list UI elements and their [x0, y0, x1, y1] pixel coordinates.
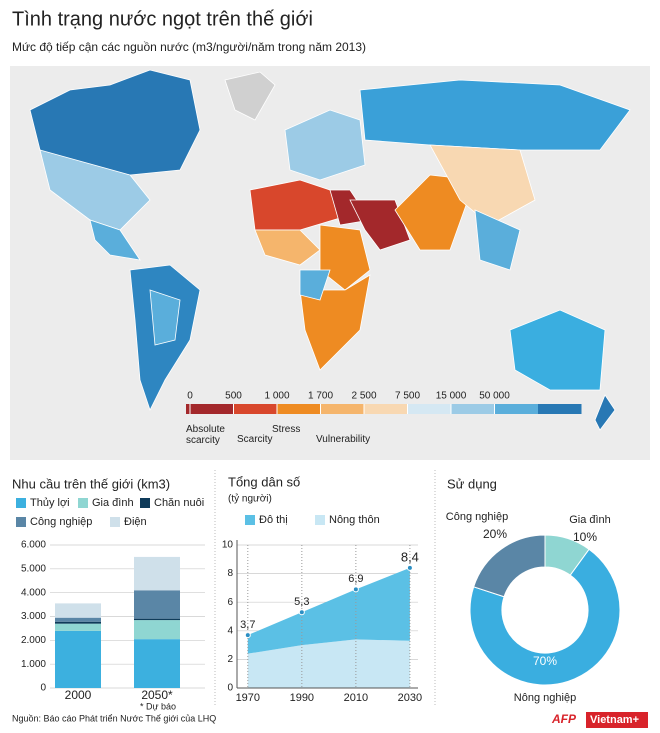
- y-tick-label: 0: [227, 683, 233, 694]
- legend-tick-label: 500: [225, 391, 242, 402]
- x-tick-label: 2050*: [141, 688, 173, 702]
- legend-swatch: [245, 515, 255, 525]
- legend-swatch: [320, 404, 364, 414]
- legend-category: Absolute scarcity: [186, 424, 225, 446]
- legend-swatch: [233, 404, 277, 414]
- slice-value: 20%: [483, 527, 507, 541]
- subtitle: Mức độ tiếp cận các nguồn nước (m3/người…: [12, 40, 366, 54]
- slice-value: 10%: [573, 530, 597, 544]
- legend-swatch: [315, 515, 325, 525]
- y-tick-label: 5.000: [21, 563, 46, 574]
- source: Nguồn: Báo cáo Phát triển Nước Thế giới …: [12, 713, 216, 723]
- bar-segment: [134, 620, 180, 640]
- value-label: 5,3: [294, 596, 309, 608]
- legend-label: Thủy lợi: [30, 497, 70, 509]
- bar-segment: [55, 621, 101, 624]
- bar-segment: [55, 603, 101, 618]
- value-label: 3,7: [240, 619, 255, 631]
- bar-segment: [134, 618, 180, 621]
- slice-label: Công nghiệp: [446, 511, 508, 523]
- legend-tick-label: 1 700: [308, 391, 333, 402]
- legend-swatch: [407, 404, 451, 414]
- total-point: [352, 586, 359, 593]
- map: [29, 69, 631, 431]
- legend-swatch: [364, 404, 408, 414]
- title: Tình trạng nước ngọt trên thế giới: [12, 8, 313, 30]
- legend-swatch: [110, 517, 120, 527]
- chart-title: Sử dụng: [447, 476, 497, 491]
- total-point: [406, 564, 413, 571]
- legend-label: Đô thị: [259, 514, 288, 526]
- legend-label: Chăn nuôi: [154, 497, 204, 509]
- legend-label: Điện: [124, 516, 147, 528]
- legend-swatch: [494, 404, 538, 414]
- legend-tick-label: 0: [187, 391, 193, 402]
- total-point: [244, 632, 251, 639]
- x-tick-label: 2000: [65, 688, 92, 702]
- bar-segment: [134, 639, 180, 688]
- chart-title: Tổng dân số: [228, 474, 300, 489]
- x-tick-label: 1990: [290, 692, 314, 704]
- legend-swatch: [78, 498, 88, 508]
- total-point: [298, 609, 305, 616]
- area: [247, 639, 410, 688]
- value-label: 8,4: [401, 549, 419, 564]
- area: [247, 567, 410, 654]
- y-tick-label: 10: [222, 540, 234, 551]
- legend-swatch: [186, 404, 234, 414]
- bar-segment: [55, 623, 101, 631]
- slice-value: 70%: [533, 654, 557, 668]
- y-tick-label: 1.000: [21, 659, 46, 670]
- donut-slice: [469, 548, 621, 686]
- y-tick-label: 4.000: [21, 587, 46, 598]
- slice-label: Gia đình: [569, 514, 611, 526]
- legend-category: Stress: [272, 424, 301, 435]
- donut-slice: [473, 534, 546, 598]
- bar-segment: [55, 617, 101, 622]
- value-label: 6,9: [348, 573, 363, 585]
- logo-vietnamplus: Vietnam+: [590, 714, 639, 726]
- legend-swatch: [451, 404, 495, 414]
- bar-segment: [134, 590, 180, 619]
- bar-segment: [55, 630, 101, 688]
- legend-tick-label: 2 500: [351, 391, 376, 402]
- y-tick-label: 0: [40, 683, 46, 694]
- legend-swatch: [277, 404, 321, 414]
- legend-label: Gia đình: [92, 497, 134, 509]
- x-tick-label: 1970: [236, 692, 260, 704]
- x-tick-label: 2030: [398, 692, 422, 704]
- x-tick-label: 2010: [344, 692, 368, 704]
- legend-swatch: [16, 517, 26, 527]
- legend-category: Scarcity: [237, 434, 273, 445]
- y-tick-label: 6: [227, 597, 233, 608]
- legend-tick-label: 7 500: [395, 391, 420, 402]
- legend-label: Nông thôn: [329, 514, 380, 526]
- chart-subtitle: (tỷ người): [228, 493, 272, 505]
- legend-category: Vulnerability: [316, 434, 371, 445]
- legend-label: Công nghiệp: [30, 516, 92, 528]
- legend-tick-label: 15 000: [436, 391, 467, 402]
- y-tick-label: 6.000: [21, 540, 46, 551]
- chart-title: Nhu cầu trên thế giới (km3): [12, 476, 170, 491]
- logo-box: [586, 712, 648, 728]
- y-tick-label: 2.000: [21, 635, 46, 646]
- legend-swatch: [16, 498, 26, 508]
- bar-segment: [134, 556, 180, 591]
- y-tick-label: 3.000: [21, 611, 46, 622]
- legend-tick-label: 1 000: [264, 391, 289, 402]
- legend-swatch: [140, 498, 150, 508]
- slice-label: Nông nghiệp: [514, 692, 576, 704]
- y-tick-label: 4: [227, 625, 233, 636]
- legend-tick-label: 50 000: [479, 391, 510, 402]
- y-tick-label: 8: [227, 568, 233, 579]
- legend-swatch: [538, 404, 582, 414]
- y-tick-label: 2: [227, 654, 233, 665]
- logo-afp: AFP: [551, 712, 577, 726]
- footnote: * Dự báo: [140, 701, 176, 711]
